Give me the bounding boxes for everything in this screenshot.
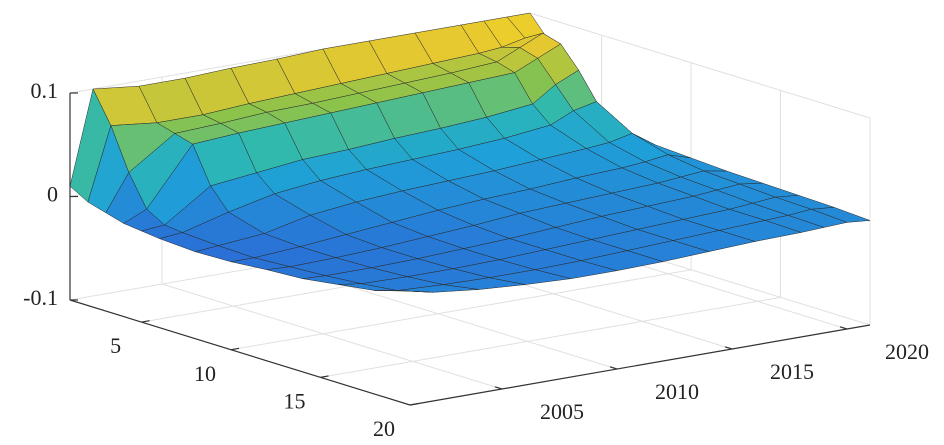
x-tick-label: 2005 (540, 399, 584, 424)
y-tick (409, 403, 419, 406)
grid-line (529, 12, 871, 119)
y-tick (230, 347, 240, 351)
x-axis (409, 324, 871, 406)
z-tick-label: -0.1 (23, 285, 58, 310)
surface-patch (373, 290, 434, 293)
y-tick-label: 10 (194, 361, 216, 386)
x-tick (839, 326, 848, 330)
y-tick-label: 5 (110, 333, 121, 358)
x-tick (494, 386, 503, 390)
x-tick-label: 2020 (885, 339, 929, 364)
y-tick (141, 320, 150, 323)
x-tick-label: 2015 (770, 359, 814, 384)
grid-line (320, 296, 781, 378)
z-tick-label: 0.1 (31, 78, 59, 103)
x-tick-label: 2010 (655, 379, 699, 404)
y-tick (320, 375, 329, 378)
grid-line (161, 283, 503, 390)
y-tick-label: 20 (373, 416, 395, 441)
grid-line (230, 269, 692, 351)
y-axis (69, 299, 411, 406)
y-tick-label: 15 (284, 388, 306, 413)
x-tick (609, 366, 618, 370)
z-tick-label: 0 (47, 182, 58, 207)
x-tick (724, 346, 733, 350)
